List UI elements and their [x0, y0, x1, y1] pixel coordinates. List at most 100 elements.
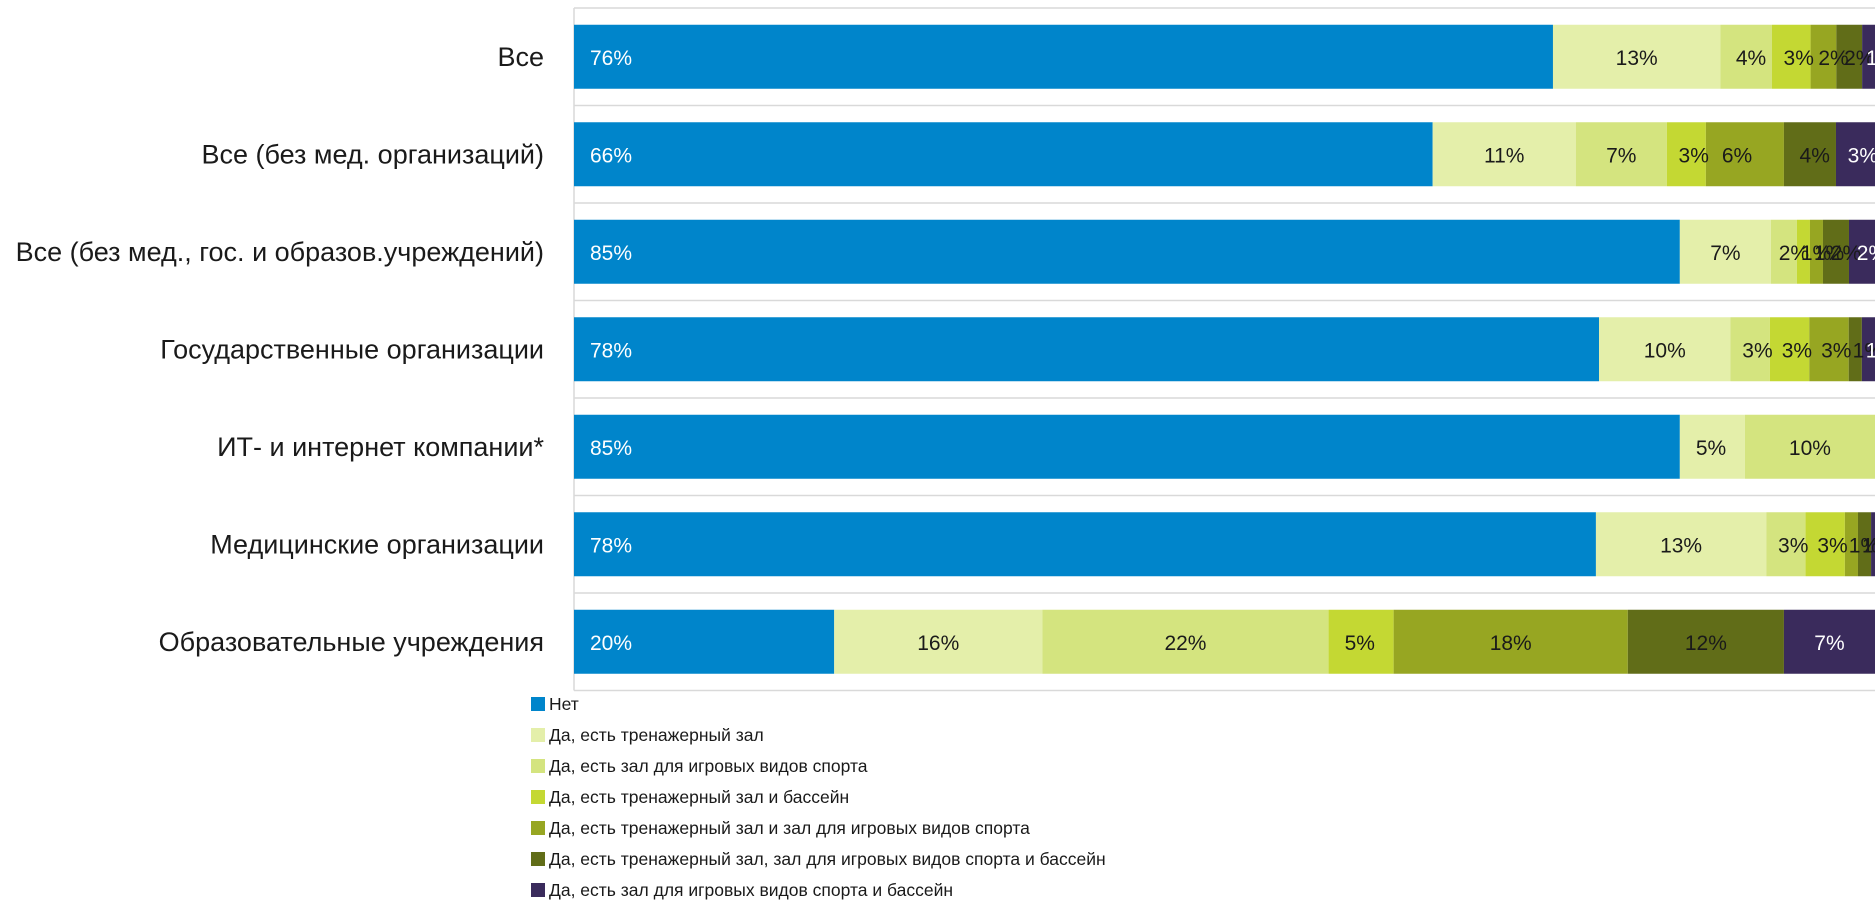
legend-swatch: [531, 759, 545, 773]
value-label: 4%: [1800, 144, 1830, 167]
bar-segment: [1705, 122, 1784, 187]
value-label: 10%: [1789, 437, 1831, 460]
value-label: 2%: [1857, 242, 1875, 265]
bar-segment: [1679, 219, 1771, 284]
legend-swatch: [531, 697, 545, 711]
bar-segment: [1679, 414, 1745, 479]
category-labels: Все Все (без мед. организаций) Все (без ме…: [16, 42, 545, 657]
value-label: 22%: [1164, 632, 1206, 655]
value-label: 4%: [1736, 47, 1766, 70]
category-label: Образовательные учреждения: [159, 627, 544, 657]
bar-segment: [1848, 317, 1862, 382]
bars: [574, 24, 1875, 674]
bar-segment: [1432, 122, 1576, 187]
bar-segment: [574, 609, 835, 674]
value-label: 85%: [590, 242, 632, 265]
value-label: 10%: [1644, 339, 1686, 362]
value-labels: 76%13%4%3%2%2%1%66%11%7%3%6%4%3%85%7%2%1…: [590, 47, 1875, 655]
bar-segment: [1809, 219, 1823, 284]
value-label: 20%: [590, 632, 632, 655]
legend: Нет Да, есть тренажерный зал Да, есть зал …: [531, 694, 1106, 900]
category-label: ИТ- и интернет компании*: [217, 432, 544, 462]
legend-swatch: [531, 883, 545, 897]
legend-label: Да, есть тренажерный зал и бассейн: [549, 787, 849, 807]
value-label: 76%: [590, 47, 632, 70]
bar-segment: [1575, 122, 1667, 187]
bar-segment: [1835, 122, 1875, 187]
value-label: 7%: [1606, 144, 1636, 167]
bar-segment: [1744, 414, 1875, 479]
value-label: 3%: [1778, 534, 1808, 557]
value-label: 13%: [1660, 534, 1702, 557]
legend-label: Да, есть зал для игровых видов спорта: [549, 756, 868, 776]
value-label: 3%: [1782, 339, 1812, 362]
category-label: Все (без мед. организаций): [201, 139, 544, 169]
bar-segment: [574, 122, 1433, 187]
value-label: 13%: [1616, 47, 1658, 70]
value-label: 1%: [1849, 534, 1875, 557]
value-label: 3%: [1817, 534, 1847, 557]
value-label: 2%: [1779, 242, 1809, 265]
value-label: 1%: [1814, 242, 1844, 265]
bar-segment: [1822, 219, 1849, 284]
bar-segment: [1809, 317, 1849, 382]
bar-segment: [574, 317, 1600, 382]
value-label: 16%: [917, 632, 959, 655]
bar-segment: [1783, 609, 1875, 674]
value-label: 12%: [1685, 632, 1727, 655]
bar-segment: [1042, 609, 1329, 674]
value-label: 1%: [1866, 339, 1875, 362]
value-label: 2%: [1818, 47, 1848, 70]
value-label: 1%: [1853, 339, 1875, 362]
value-label: 1%: [1866, 47, 1875, 70]
value-label: 78%: [590, 534, 632, 557]
bar-segment: [1836, 24, 1863, 89]
bar-segment: [1599, 317, 1731, 382]
bar-segment: [1862, 24, 1875, 89]
legend-swatch: [531, 728, 545, 742]
legend-label: Да, есть тренажерный зал, зал для игровы…: [549, 849, 1106, 869]
bar-segment: [1627, 609, 1784, 674]
value-label: 5%: [1696, 437, 1726, 460]
value-label: 3%: [1821, 339, 1851, 362]
bar-segment: [1848, 219, 1875, 284]
value-label: 1%: [1801, 242, 1831, 265]
bar-segment: [1666, 122, 1706, 187]
value-label: 3%: [1679, 144, 1709, 167]
legend-label: Да, есть тренажерный зал: [549, 725, 764, 745]
bar-segment: [1771, 24, 1811, 89]
category-label: Все (без мед., гос. и образов.учреждений…: [16, 237, 544, 267]
value-label: 85%: [590, 437, 632, 460]
bar-segment: [1328, 609, 1394, 674]
value-label: 3%: [1742, 339, 1772, 362]
value-label: 2%: [1831, 242, 1861, 265]
legend-label: Да, есть зал для игровых видов спорта и …: [549, 880, 953, 900]
bar-segment: [1783, 122, 1836, 187]
bar-segment: [1766, 512, 1806, 577]
value-label: 11%: [1484, 144, 1524, 167]
bar-segment: [1393, 609, 1628, 674]
category-label: Медицинские организации: [210, 529, 544, 559]
legend-swatch: [531, 790, 545, 804]
value-label: 66%: [590, 144, 632, 167]
legend-swatch: [531, 852, 545, 866]
bar-segment: [1871, 512, 1875, 577]
bar-segment: [574, 24, 1553, 89]
bar-segment: [1595, 512, 1767, 577]
bar-segment: [1857, 512, 1872, 577]
value-label: 3%: [1784, 47, 1814, 70]
grid-lines: [573, 7, 1875, 692]
value-label: 18%: [1490, 632, 1532, 655]
bar-segment: [574, 219, 1680, 284]
value-label: 78%: [590, 339, 632, 362]
bar-segment: [574, 414, 1680, 479]
bar-segment: [1730, 317, 1770, 382]
legend-label: Да, есть тренажерный зал и зал для игров…: [549, 818, 1030, 838]
category-label: Государственные организации: [160, 334, 544, 364]
bar-segment: [1861, 317, 1875, 382]
bar-segment: [834, 609, 1043, 674]
bar-segment: [1552, 24, 1721, 89]
bar-segment: [1844, 512, 1858, 577]
bar-segment: [1796, 219, 1810, 284]
